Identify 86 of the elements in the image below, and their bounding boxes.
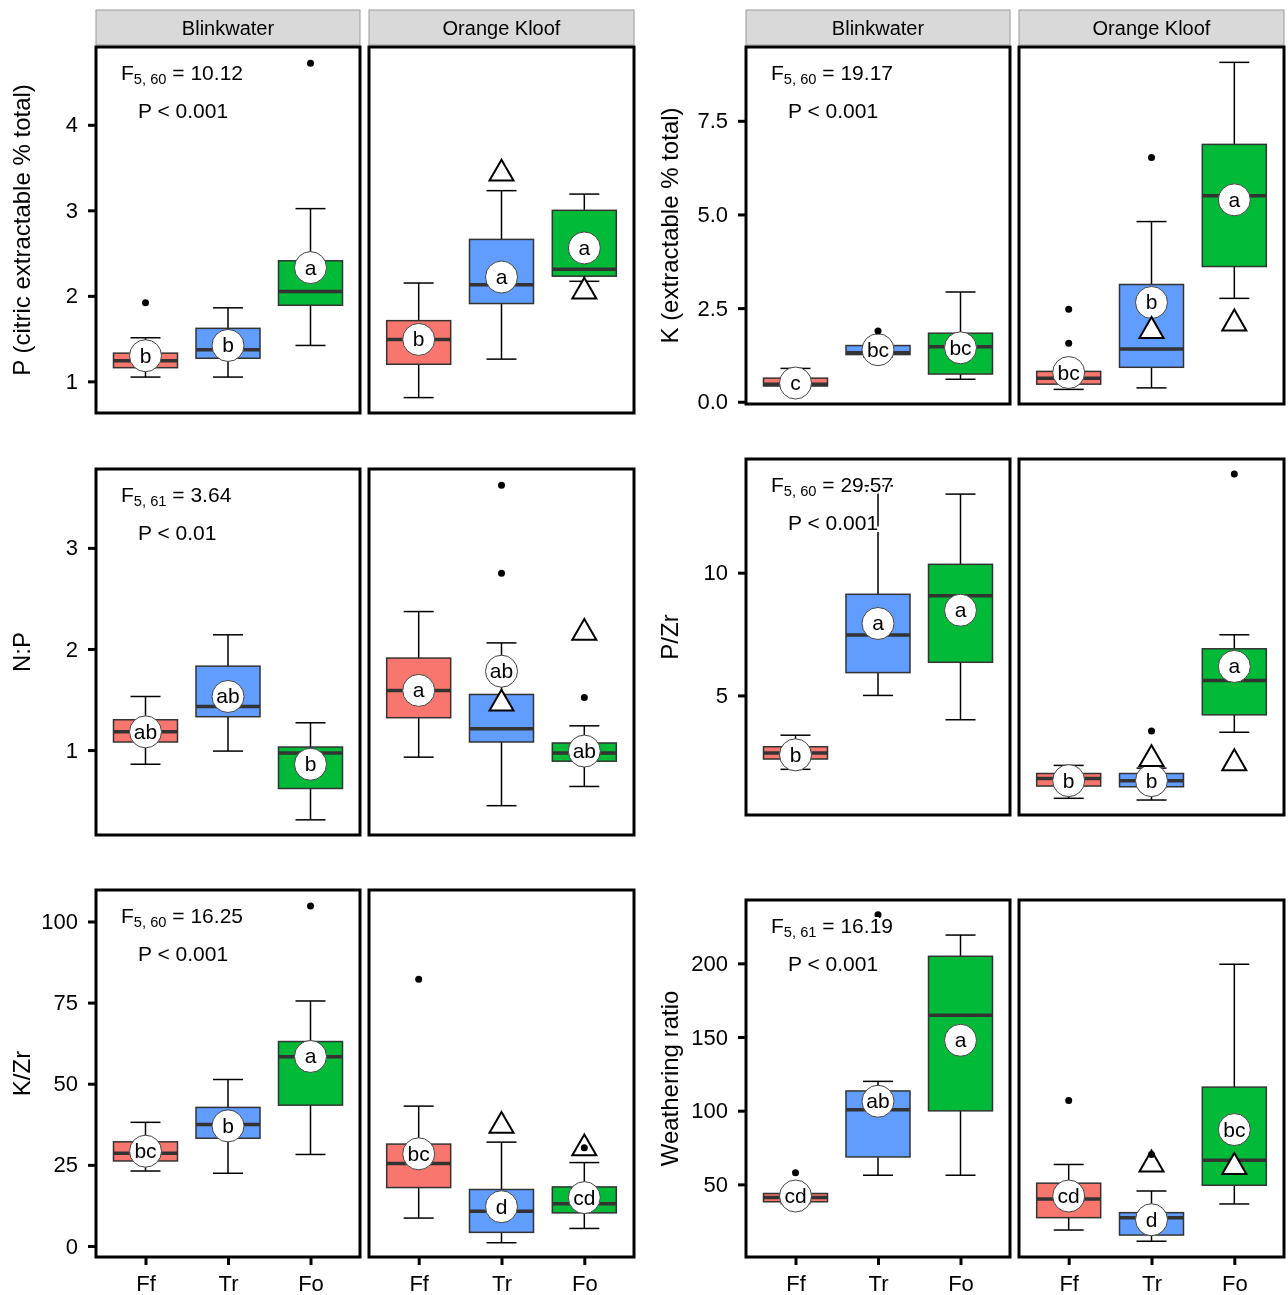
x-tick-label: Ff xyxy=(1059,1270,1080,1295)
x-tick-label: Fo xyxy=(1221,1270,1248,1295)
x-tick-label: Tr xyxy=(218,1270,239,1295)
chart-title: Orange Kloof xyxy=(442,16,561,39)
annotation: b xyxy=(1145,290,1158,314)
annotation: b xyxy=(222,333,234,357)
y-tick-label: 50 xyxy=(53,1071,78,1097)
x-tick-label: Tr xyxy=(492,1270,512,1295)
x-tick-label: Fo xyxy=(298,1270,324,1295)
y-tick-label: 5 xyxy=(715,682,728,708)
annotation: F$_{5, 60}$ = 16.25 xyxy=(121,904,243,930)
y-axis-title: K/Zr xyxy=(8,1050,35,1097)
annotation: cd xyxy=(784,1184,807,1207)
annotation: P < 0.001 xyxy=(788,99,879,122)
y-tick-label: 100 xyxy=(41,909,78,935)
x-tick-label: Fo xyxy=(571,1270,598,1295)
annotation: bc xyxy=(1223,1117,1246,1141)
y-tick-label: 200 xyxy=(691,950,728,976)
y-tick-label: 1 xyxy=(65,737,78,763)
annotation: bc xyxy=(1057,360,1080,384)
annotation: bc xyxy=(866,337,890,361)
chart-title: Blinkwater xyxy=(181,16,275,39)
annotation: P < 0.001 xyxy=(788,952,879,975)
y-tick-label: 0 xyxy=(65,1233,78,1259)
annotation: P < 0.001 xyxy=(138,942,229,965)
x-tick-label: Ff xyxy=(409,1270,430,1295)
annotation: d xyxy=(1145,1207,1158,1231)
annotation: bc xyxy=(949,335,972,359)
annotation: a xyxy=(578,235,591,259)
y-axis-title: Weathering ratio xyxy=(656,990,683,1167)
y-tick-label: 100 xyxy=(691,1098,728,1124)
y-tick-label: 5.0 xyxy=(697,201,728,227)
y-tick-label: 1 xyxy=(65,368,78,394)
y-tick-label: 25 xyxy=(53,1152,78,1178)
annotation: b xyxy=(139,343,152,367)
y-tick-label: 2 xyxy=(65,636,78,662)
annotation: a xyxy=(412,678,425,702)
annotation: F$_{5, 60}$ = 19.17 xyxy=(771,61,893,87)
annotation: b xyxy=(1062,768,1075,792)
annotation: c xyxy=(790,371,801,395)
annotation: b xyxy=(789,742,802,766)
y-axis-title: N:P xyxy=(8,631,35,673)
annotation: a xyxy=(304,255,317,279)
y-tick-label: 2 xyxy=(65,283,78,309)
x-tick-label: Fo xyxy=(948,1270,974,1295)
y-tick-label: 50 xyxy=(703,1171,728,1197)
y-tick-label: 150 xyxy=(691,1024,728,1050)
annotation: a xyxy=(304,1044,317,1068)
annotation: bc xyxy=(407,1141,430,1165)
y-axis-title: P (citric extractable % total) xyxy=(8,84,35,376)
y-tick-label: 4 xyxy=(65,112,78,138)
y-tick-label: 75 xyxy=(53,990,78,1016)
x-tick-label: Ff xyxy=(136,1270,157,1295)
annotation: a xyxy=(954,598,967,622)
annotation: b xyxy=(412,327,425,351)
annotation: F$_{5, 60}$ = 10.12 xyxy=(121,61,243,87)
y-axis-title: K (extractable % total) xyxy=(656,107,683,344)
y-tick-label: 10 xyxy=(703,560,728,586)
annotation: F$_{5, 61}$ = 16.19 xyxy=(771,914,893,940)
annotation: a xyxy=(1228,187,1241,211)
annotation: P < 0.001 xyxy=(138,99,229,122)
annotation: F$_{5, 60}$ = 29.57 xyxy=(771,473,893,499)
x-tick-label: Ff xyxy=(786,1270,807,1295)
annotation: a xyxy=(954,1028,967,1052)
y-tick-label: 2.5 xyxy=(697,295,728,321)
annotation: cd xyxy=(573,1185,596,1209)
annotation: P < 0.01 xyxy=(138,521,217,544)
annotation: cd xyxy=(1057,1184,1080,1207)
y-axis-title: P/Zr xyxy=(656,614,683,660)
annotation: F$_{5, 61}$ = 3.64 xyxy=(121,483,232,509)
annotation: a xyxy=(495,265,508,289)
annotation: ab xyxy=(133,719,158,743)
y-tick-label: 7.5 xyxy=(697,108,728,134)
annotation: b xyxy=(222,1113,234,1137)
annotation: a xyxy=(872,611,885,635)
annotation: d xyxy=(495,1194,508,1218)
y-tick-label: 3 xyxy=(65,197,78,223)
chart-title: Blinkwater xyxy=(831,16,925,39)
annotation: b xyxy=(1145,768,1158,792)
y-tick-label: 3 xyxy=(65,535,78,561)
annotation: b xyxy=(304,752,317,776)
x-tick-label: Tr xyxy=(1142,1270,1162,1295)
x-tick-label: Tr xyxy=(868,1270,889,1295)
y-tick-label: 0.0 xyxy=(697,389,728,415)
annotation: a xyxy=(1228,654,1241,678)
chart-title: Orange Kloof xyxy=(1092,16,1211,39)
